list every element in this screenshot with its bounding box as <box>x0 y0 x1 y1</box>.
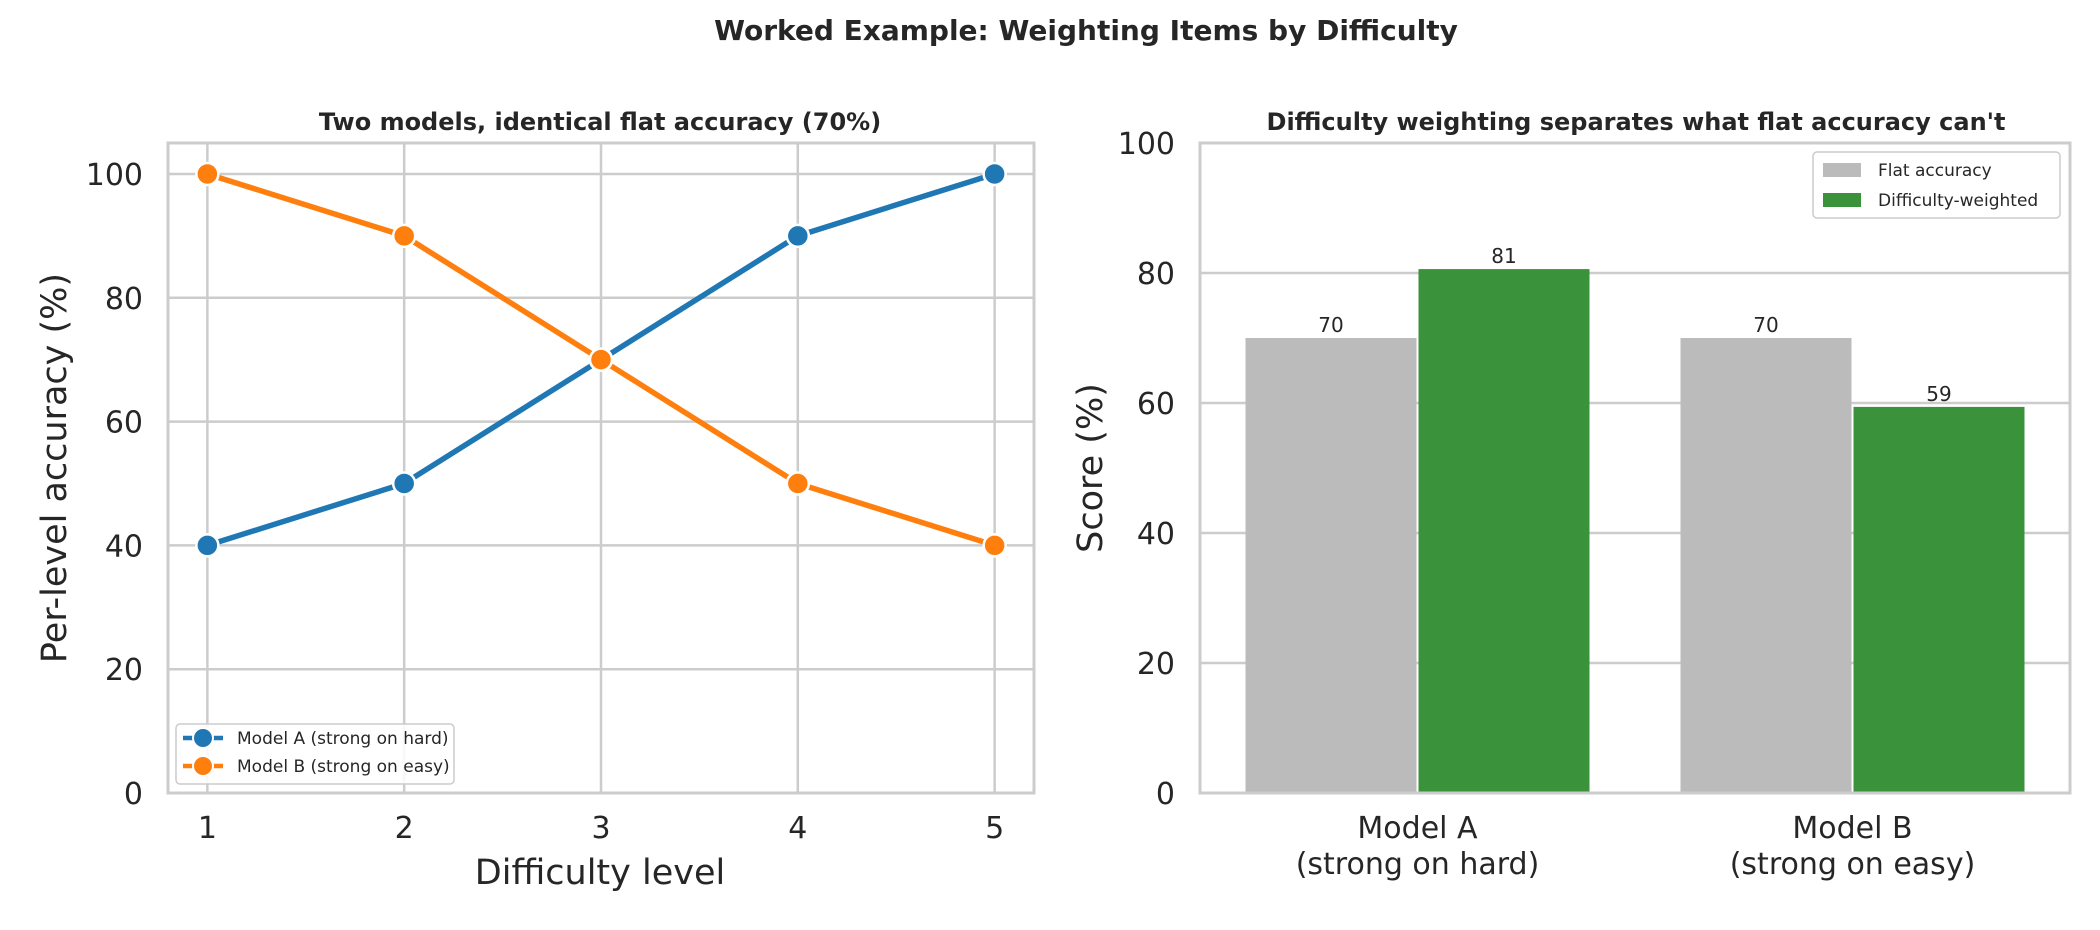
bar-flat-accuracy <box>1680 338 1852 793</box>
legend-model-b-label: Model B (strong on easy) <box>237 757 450 777</box>
data-point-model-b-strong-on-easy <box>588 347 614 372</box>
line-chart-y-tick: 60 <box>105 406 143 441</box>
line-chart-series <box>195 161 1007 558</box>
bar-chart-y-tick: 0 <box>1156 777 1175 812</box>
legend-weighted-swatch <box>1823 193 1861 207</box>
legend-weighted-label: Difficulty-weighted <box>1878 191 2038 211</box>
bar-chart-title: Difficulty weighting separates what flat… <box>1267 108 2006 136</box>
line-chart-frame <box>166 141 1036 795</box>
bar-chart-frame <box>1198 141 2072 795</box>
bar-chart-bars: 70 81 70 59 <box>1245 244 2025 794</box>
line-chart-y-tick: 100 <box>86 158 143 193</box>
bar-chart-y-tick: 80 <box>1137 257 1175 292</box>
bar-difficulty-weighted <box>1418 269 1590 794</box>
bar-chart-ticks: 0 20 40 60 80 100 Model A(strong on hard) Model… <box>1118 127 1976 882</box>
bar-chart-y-tick: 60 <box>1137 387 1175 422</box>
bar-chart-y-tick: 40 <box>1137 517 1175 552</box>
data-point-model-a-strong-on-hard <box>982 161 1007 187</box>
line-chart-legend: Model A (strong on hard) Model B (strong… <box>175 723 455 785</box>
bar-value-label: 70 <box>1753 313 1778 337</box>
line-chart-x-tick: 1 <box>198 811 217 846</box>
line-chart-x-tick: 5 <box>985 811 1004 846</box>
bar-flat-accuracy <box>1245 338 1417 793</box>
data-point-model-a-strong-on-hard <box>785 223 811 249</box>
legend-model-a-marker <box>192 727 214 749</box>
legend-flat-label: Flat accuracy <box>1878 161 1992 181</box>
bar-value-label: 81 <box>1491 244 1516 268</box>
legend-flat-swatch <box>1823 163 1861 177</box>
data-point-model-a-strong-on-hard <box>195 533 220 558</box>
bar-chart-y-tick: 20 <box>1137 647 1175 682</box>
line-chart-grid <box>168 143 1034 795</box>
line-chart-ticks: 1 2 3 4 5 0 20 40 60 80 100 <box>86 158 1004 846</box>
line-chart-y-tick: 20 <box>105 653 143 688</box>
line-chart-y-label: Per-level accuracy (%) <box>35 273 75 663</box>
line-chart-panel: Two models, identical flat accuracy (70%… <box>35 108 1036 893</box>
bar-chart-x-tick: (strong on hard) <box>1296 847 1540 882</box>
line-chart-y-tick: 40 <box>105 529 143 564</box>
line-chart-x-tick: 3 <box>591 811 610 846</box>
bar-chart-x-tick: Model B <box>1792 811 1912 846</box>
bar-value-label: 70 <box>1318 313 1343 337</box>
line-chart-title: Two models, identical flat accuracy (70%… <box>319 108 881 136</box>
data-point-model-b-strong-on-easy <box>785 471 811 496</box>
bar-chart-y-tick: 100 <box>1118 127 1175 162</box>
data-point-model-b-strong-on-easy <box>195 161 220 187</box>
bar-chart-x-tick: (strong on easy) <box>1730 847 1976 882</box>
bar-chart-x-tick: Model A <box>1357 811 1478 846</box>
bar-value-label: 59 <box>1926 382 1951 406</box>
bar-chart-legend-box <box>1812 151 2061 219</box>
line-chart-y-tick: 80 <box>105 282 143 317</box>
data-point-model-b-strong-on-easy <box>982 533 1007 558</box>
legend-model-b-marker <box>192 755 214 777</box>
line-chart-x-tick: 4 <box>788 811 807 846</box>
bar-chart-panel: Difficulty weighting separates what flat… <box>1071 108 2072 882</box>
line-chart-y-tick: 0 <box>124 777 143 812</box>
line-chart-legend-box <box>175 723 455 785</box>
bar-chart-y-label: Score (%) <box>1071 383 1111 553</box>
legend-model-a-label: Model A (strong on hard) <box>237 729 449 749</box>
figure-title: Worked Example: Weighting Items by Diffi… <box>714 14 1458 47</box>
line-chart-x-tick: 2 <box>395 811 414 846</box>
data-point-model-b-strong-on-easy <box>391 223 417 249</box>
bar-difficulty-weighted <box>1853 406 2025 793</box>
line-chart-x-label: Difficulty level <box>475 853 725 893</box>
data-point-model-a-strong-on-hard <box>391 471 417 496</box>
bar-chart-legend: Flat accuracy Difficulty-weighted <box>1812 151 2061 219</box>
